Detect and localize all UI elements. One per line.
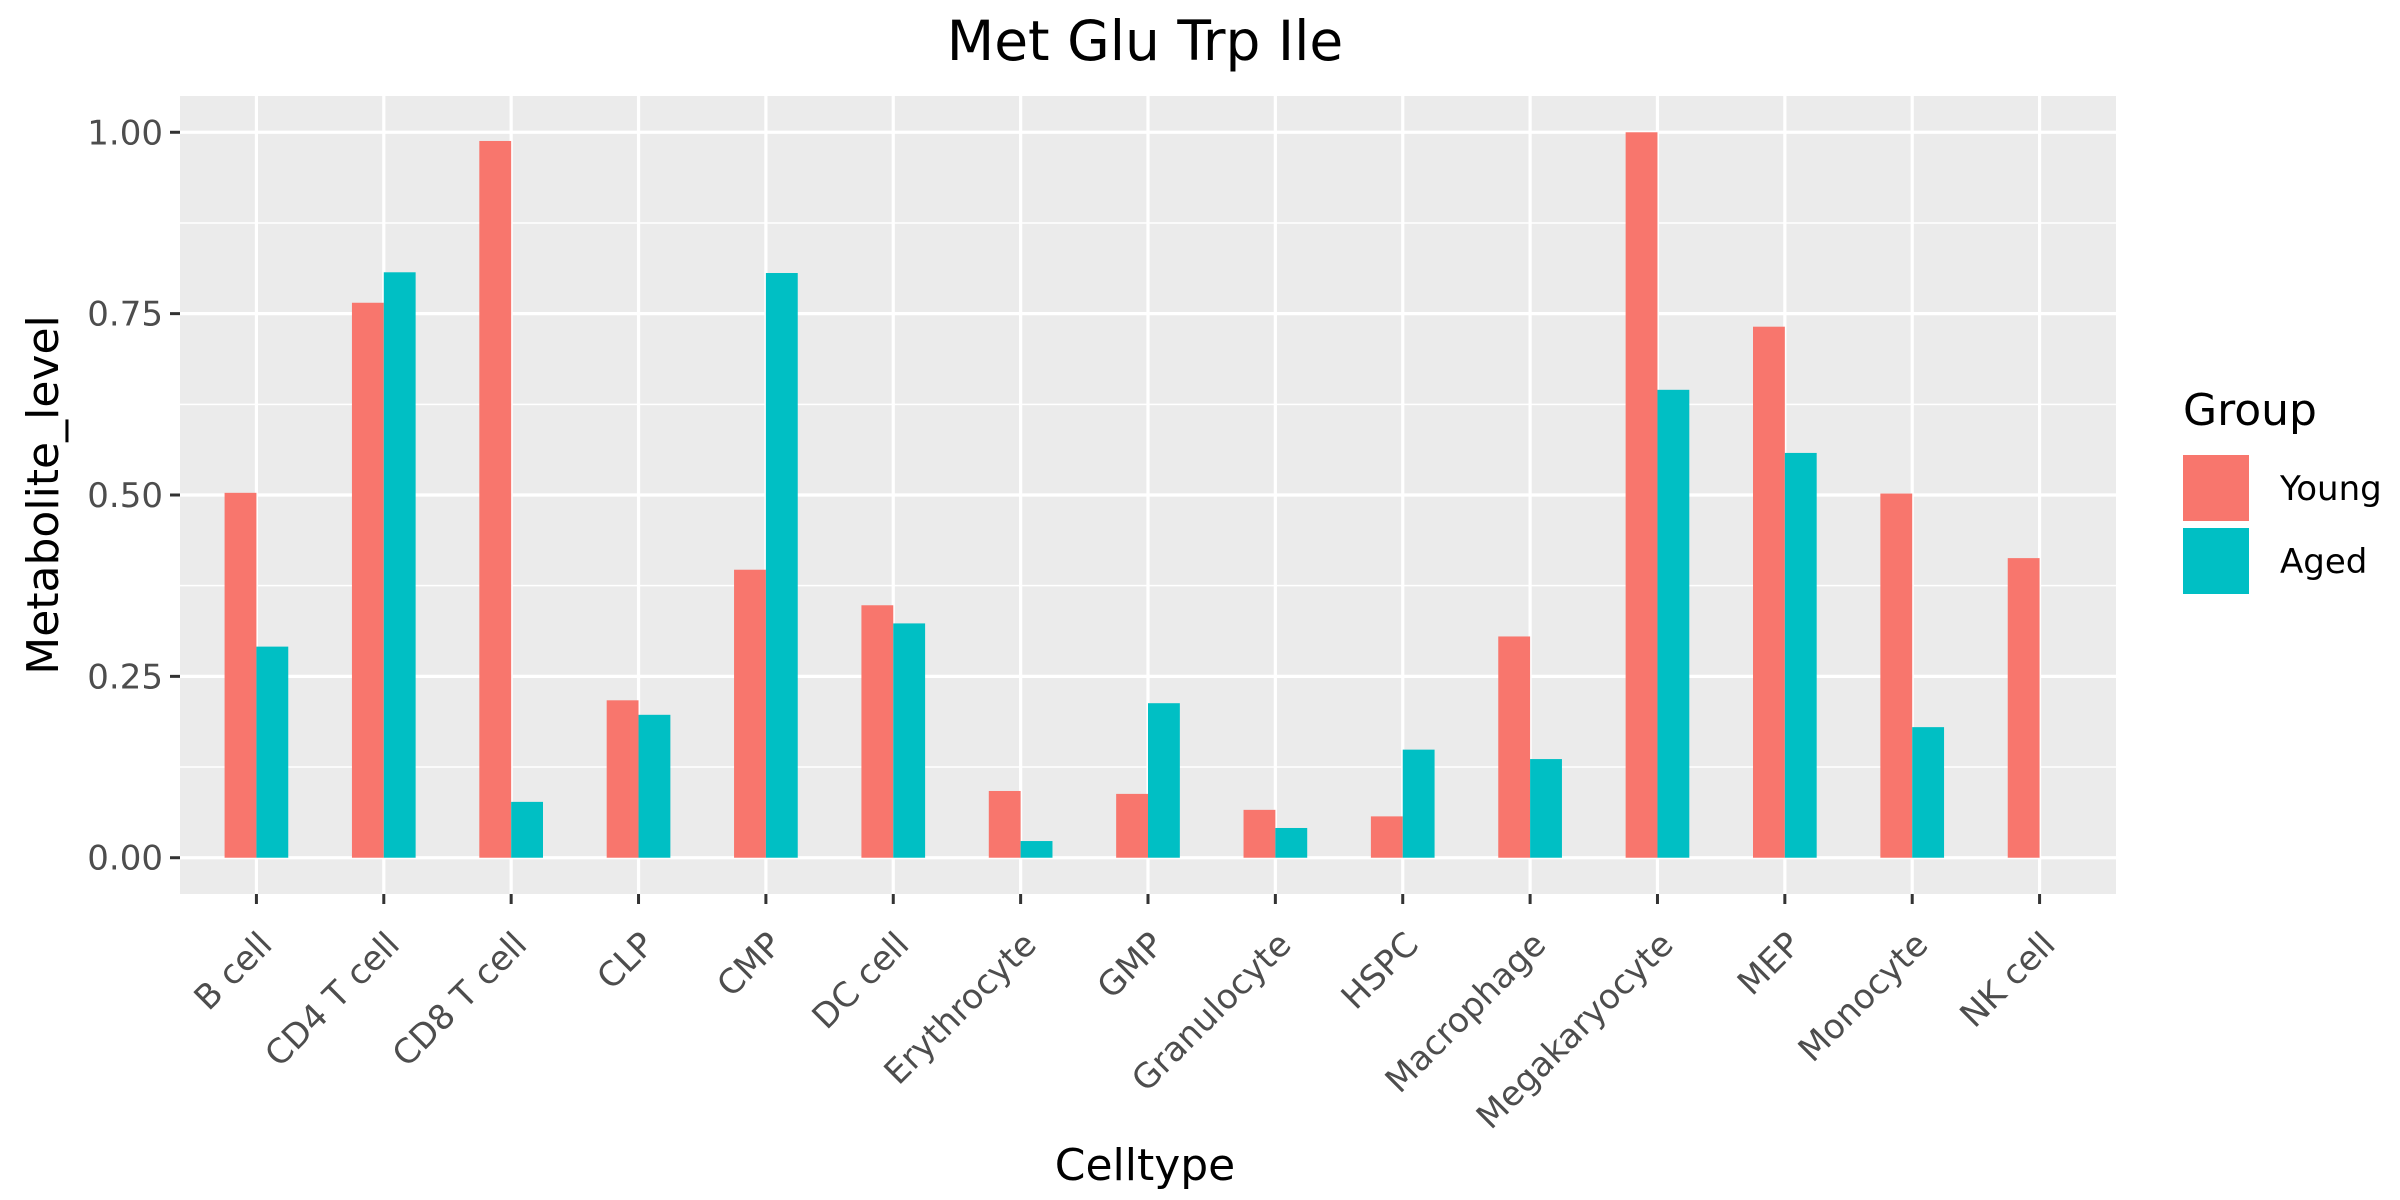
bar-aged <box>383 272 416 858</box>
x-tick-label: MEP <box>1730 925 1809 1004</box>
legend-title: Group <box>2183 385 2317 436</box>
x-tick-label: CD8 T cell <box>385 925 535 1075</box>
bar-young <box>606 700 639 858</box>
legend-label-young: Young <box>2279 469 2382 509</box>
legend: Group Young Aged <box>2183 385 2382 594</box>
bar-young <box>1625 132 1658 858</box>
bar-young <box>1498 636 1531 858</box>
y-tick-label: 0.00 <box>87 839 163 879</box>
bar-young <box>1880 493 1913 858</box>
bar-aged <box>638 714 671 858</box>
bar-young <box>224 492 257 858</box>
bar-young <box>734 569 766 858</box>
x-axis-title: Celltype <box>1055 1140 1236 1191</box>
legend-swatch-young <box>2183 455 2249 521</box>
bar-aged <box>1148 703 1180 858</box>
bar-young <box>861 605 894 858</box>
bar-aged <box>1657 389 1690 858</box>
bar-young <box>351 302 384 858</box>
legend-label-aged: Aged <box>2280 542 2367 582</box>
y-tick-label: 0.25 <box>87 657 163 697</box>
bar-aged <box>1020 841 1053 858</box>
y-axis-title: Metabolite_level <box>18 315 69 675</box>
x-tick-label: HSPC <box>1334 925 1427 1018</box>
x-tick-label: CLP <box>589 925 662 998</box>
x-tick-label: NK cell <box>1952 925 2063 1036</box>
bar-young <box>479 140 512 858</box>
bar-aged <box>893 623 926 858</box>
y-tick-label: 0.50 <box>87 476 163 516</box>
bar-aged <box>1530 759 1562 858</box>
y-axis: 0.00 0.25 0.50 0.75 1.00 <box>87 113 180 879</box>
y-tick-label: 0.75 <box>87 295 163 335</box>
bar-young <box>1370 816 1403 858</box>
bar-young <box>1116 793 1148 858</box>
x-tick-label: CMP <box>709 925 789 1005</box>
bar-aged <box>256 646 289 858</box>
bar-aged <box>1912 727 1945 858</box>
bar-aged <box>511 801 543 858</box>
y-tick-label: 1.00 <box>87 113 163 153</box>
bar-young <box>988 790 1021 858</box>
bar-young <box>1243 809 1276 858</box>
x-tick-label: CD4 T cell <box>257 925 407 1075</box>
x-tick-label: DC cell <box>805 925 918 1038</box>
x-tick-label: B cell <box>187 925 281 1019</box>
chart-title: Met Glu Trp Ile <box>947 9 1343 73</box>
bars <box>224 132 2040 858</box>
bar-aged <box>1275 827 1308 858</box>
bar-young <box>1753 326 1785 858</box>
bar-aged <box>1784 452 1817 858</box>
bar-aged <box>765 273 798 858</box>
legend-swatch-aged <box>2183 528 2249 594</box>
x-tick-label: GMP <box>1090 925 1172 1007</box>
bar-young <box>2007 558 2040 858</box>
bar-aged <box>1402 749 1435 858</box>
x-tick-label: Monocyte <box>1791 925 1936 1070</box>
